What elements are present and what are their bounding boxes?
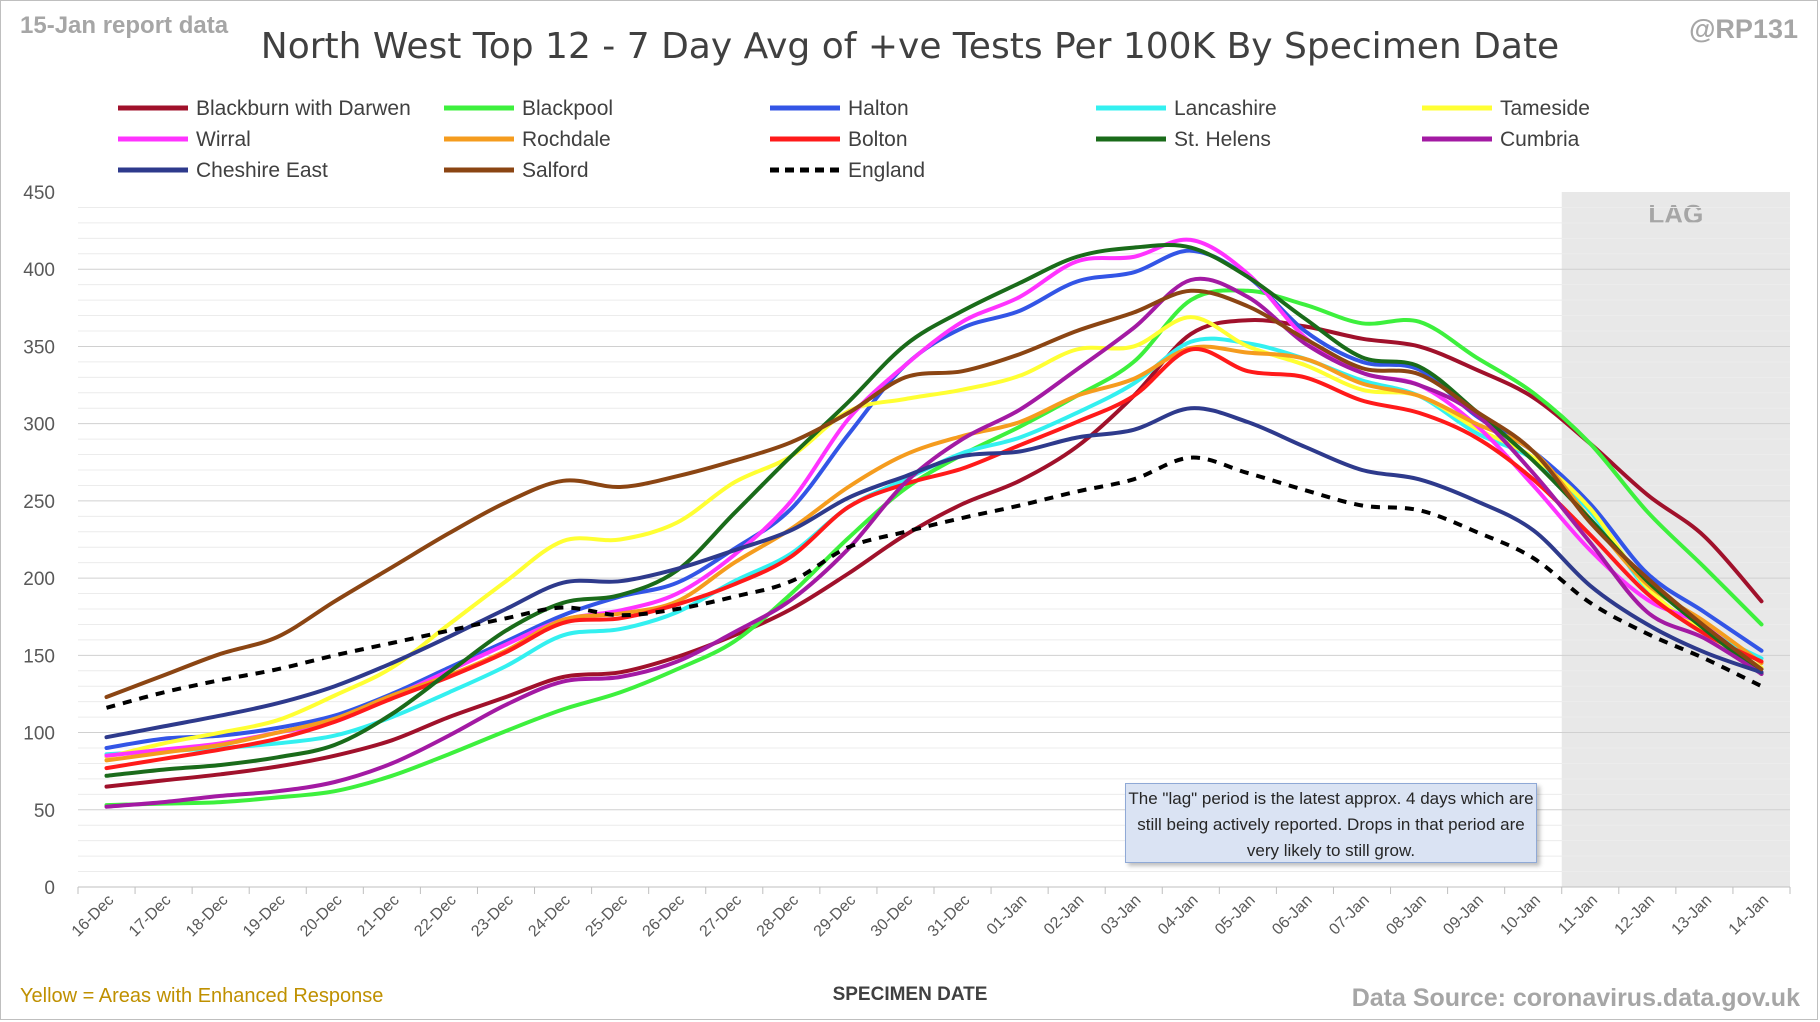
series-line-england [105, 455, 1763, 710]
x-tick-label: 16-Dec [69, 892, 117, 940]
y-tick-label: 100 [23, 724, 55, 745]
x-tick-label: 26-Dec [640, 892, 688, 940]
x-tick-label: 12-Jan [1612, 892, 1659, 939]
series-line-bolton [104, 347, 1764, 771]
series-line-blackburn-with-darwen [104, 317, 1764, 789]
footnote: Yellow = Areas with Enhanced Response [20, 985, 384, 1007]
y-tick-label: 50 [34, 801, 55, 822]
x-axis-title: SPECIMEN DATE [832, 984, 988, 1005]
legend-label: Halton [848, 97, 909, 120]
lag-label: LAG [1648, 199, 1703, 229]
x-tick-label: 19-Dec [240, 892, 288, 940]
x-tick-label: 02-Jan [1041, 892, 1088, 939]
x-tick-label: 25-Dec [582, 892, 630, 940]
y-tick-label: 250 [23, 492, 55, 513]
x-tick-label: 17-Dec [126, 892, 174, 940]
legend-label: Cumbria [1500, 128, 1580, 151]
legend-label: Cheshire East [196, 159, 328, 182]
series-line-cheshire-east [104, 406, 1764, 740]
x-tick-label: 08-Jan [1383, 892, 1430, 939]
x-tick-label: 21-Dec [354, 892, 402, 940]
legend-label: Lancashire [1174, 97, 1277, 120]
x-tick-label: 20-Dec [297, 892, 345, 940]
x-tick-label: 30-Dec [868, 892, 916, 940]
y-tick-label: 450 [23, 183, 55, 204]
x-tick-label: 13-Jan [1669, 892, 1716, 939]
x-tick-label: 29-Dec [811, 892, 859, 940]
x-tick-label: 09-Jan [1440, 892, 1487, 939]
x-tick-label: 23-Dec [468, 892, 516, 940]
legend-label: Salford [522, 159, 589, 182]
legend-label: Wirral [196, 128, 251, 151]
x-tick-label: 05-Jan [1212, 892, 1259, 939]
x-tick-label: 27-Dec [697, 892, 745, 940]
x-tick-label: 31-Dec [925, 892, 973, 940]
x-tick-label: 10-Jan [1497, 892, 1544, 939]
legend-label: England [848, 159, 925, 182]
chart-title: North West Top 12 - 7 Day Avg of +ve Tes… [260, 26, 1560, 67]
x-tick-label: 06-Jan [1269, 892, 1316, 939]
x-tick-label: 18-Dec [183, 892, 231, 940]
y-tick-label: 0 [44, 878, 55, 899]
series-line-rochdale [104, 344, 1764, 763]
y-tick-label: 400 [23, 260, 55, 281]
x-tick-label: 01-Jan [984, 892, 1031, 939]
series-line-salford [104, 288, 1764, 699]
y-tick-label: 350 [23, 337, 55, 358]
report-date-label: 15-Jan report data [20, 12, 229, 39]
x-tick-label: 28-Dec [754, 892, 802, 940]
series-line-st-helens [104, 243, 1764, 778]
x-tick-label: 07-Jan [1326, 892, 1373, 939]
x-tick-label: 24-Dec [525, 892, 573, 940]
series-line-tameside [104, 315, 1764, 760]
legend-label: Bolton [848, 128, 908, 151]
author-handle: @RP131 [1689, 14, 1798, 44]
series-line-cumbria [104, 276, 1764, 809]
x-tick-label: 04-Jan [1155, 892, 1202, 939]
legend-label: St. Helens [1174, 128, 1271, 151]
lag-annotation: The "lag" period is the latest approx. 4… [1125, 783, 1537, 863]
series-line-lancashire [104, 336, 1764, 757]
y-tick-label: 200 [23, 569, 55, 590]
legend-label: Blackburn with Darwen [196, 97, 411, 120]
y-tick-label: 150 [23, 646, 55, 667]
x-tick-label: 03-Jan [1098, 892, 1145, 939]
x-tick-label: 14-Jan [1726, 892, 1773, 939]
x-tick-label: 11-Jan [1555, 892, 1601, 938]
y-tick-label: 300 [23, 415, 55, 436]
legend-label: Rochdale [522, 128, 611, 151]
data-source: Data Source: coronavirus.data.gov.uk [1351, 984, 1800, 1012]
legend-label: Blackpool [522, 97, 613, 120]
legend-label: Tameside [1500, 97, 1590, 120]
x-tick-label: 22-Dec [411, 892, 459, 940]
